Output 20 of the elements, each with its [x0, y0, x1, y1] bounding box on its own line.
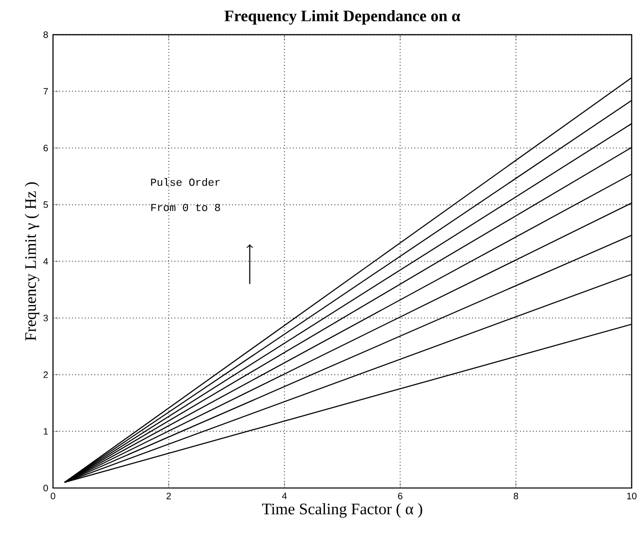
- y-tick-label: 2: [44, 371, 48, 378]
- y-axis-title: Frequency Limit γ ( Hz ): [24, 182, 40, 341]
- x-axis-title: Time Scaling Factor ( α ): [262, 503, 422, 518]
- y-tick-label: 6: [44, 144, 48, 152]
- y-tick-label: 4: [43, 258, 48, 265]
- x-tick-label: 0: [50, 492, 56, 500]
- y-tick-label: 3: [43, 314, 48, 322]
- annotation: From 0 to 8: [151, 204, 220, 212]
- annotation: Pulse Order: [151, 178, 220, 186]
- y-tick-label: 1: [44, 428, 48, 435]
- y-tick-label: 8: [44, 31, 48, 38]
- x-tick-label: 4: [282, 492, 287, 500]
- x-tick-label: 10: [627, 492, 636, 500]
- chart-title: Frequency Limit Dependance on α: [224, 10, 460, 25]
- x-tick-label: 8: [514, 492, 518, 500]
- y-tick-label: 0: [43, 484, 48, 492]
- x-tick-label: 2: [166, 492, 171, 500]
- x-tick-label: 6: [398, 492, 402, 500]
- y-tick-label: 5: [43, 201, 48, 208]
- y-tick-label: 7: [44, 88, 48, 95]
